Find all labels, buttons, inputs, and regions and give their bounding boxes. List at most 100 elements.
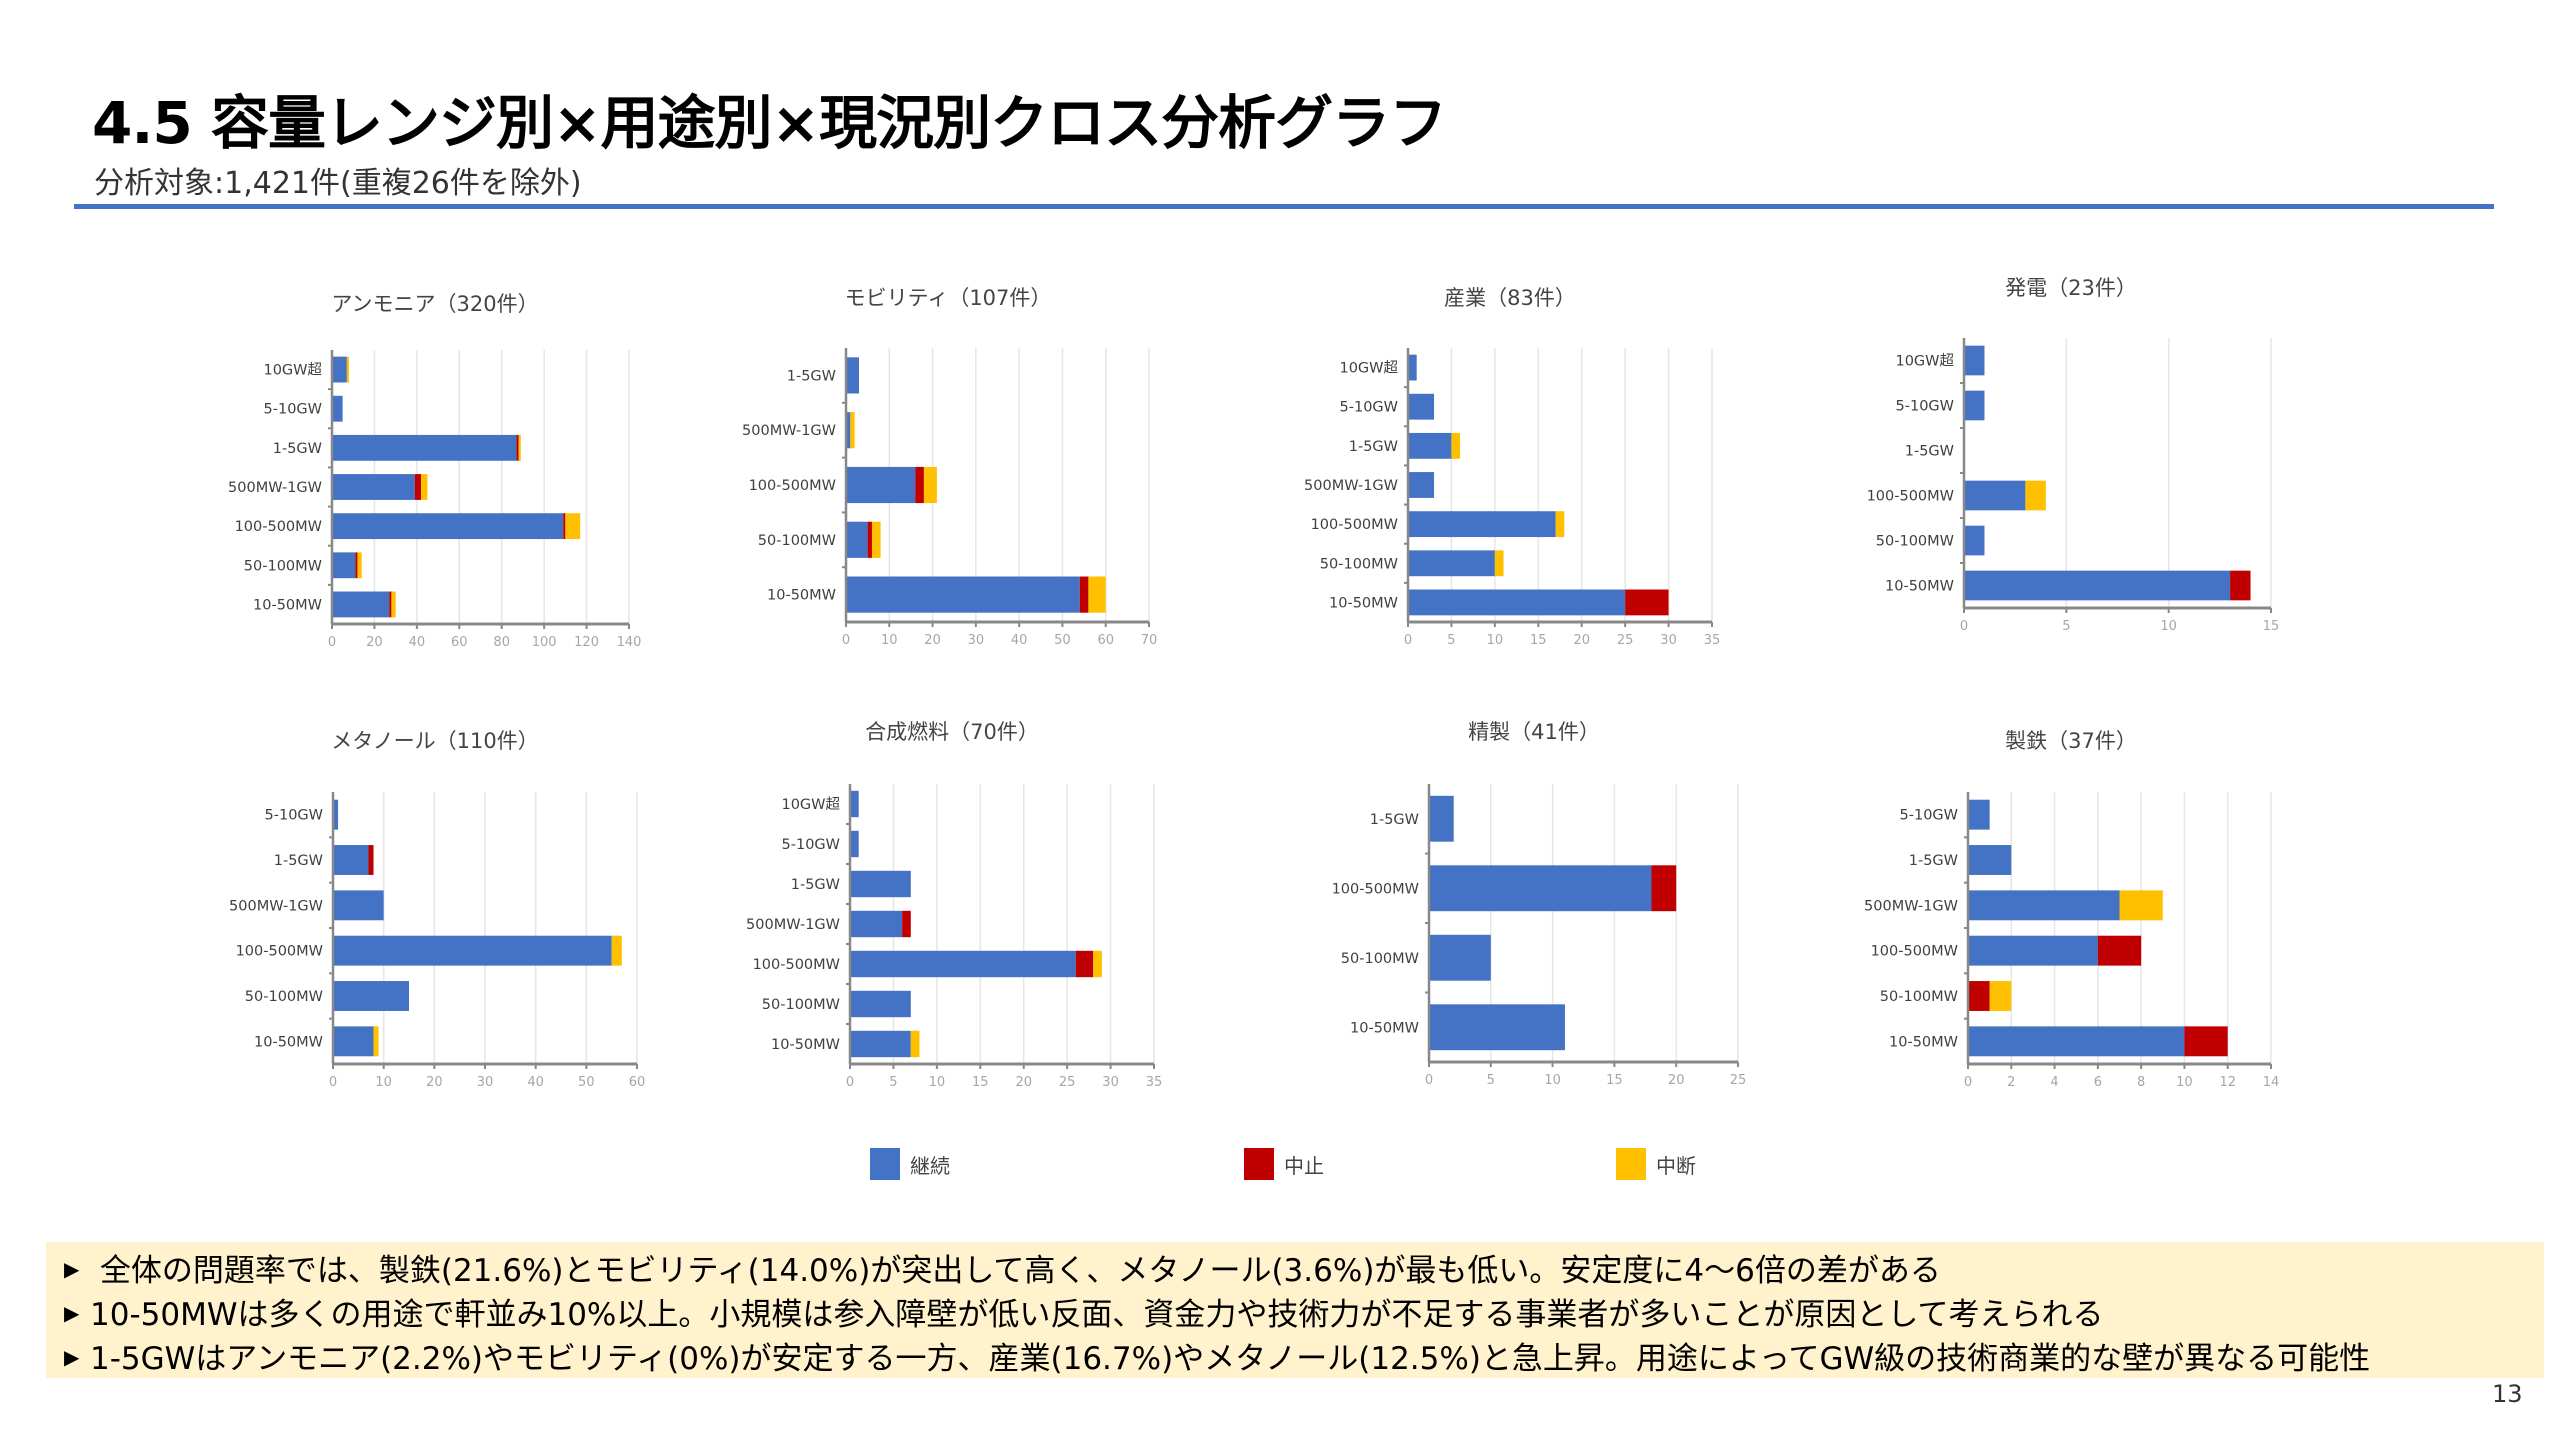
bar-continue-5-10gw [1968,799,1990,830]
chart-title: 合成燃料（70件） [865,720,1039,744]
bar-continue-10-50mw [333,1026,374,1057]
category-label: 10GW超 [263,362,322,379]
category-label: 1-5GW [274,853,323,869]
x-tick-label: 100 [532,635,557,650]
category-label: 500MW-1GW [229,898,323,914]
bar-cancelled-10-50mw [2184,1026,2228,1057]
category-label: 1-5GW [791,877,840,893]
x-tick-label: 20 [426,1075,443,1090]
bar-continue-10gw- [332,356,347,383]
bullet-triangle-icon: ▶ [64,1345,80,1369]
category-label: 100-500MW [1311,517,1398,533]
bar-cancelled-50-100mw [867,521,872,558]
finding-item: ▶ 全体の問題率では、製鉄(21.6%)とモビリティ(14.0%)が突出して高く… [64,1250,2544,1294]
bar-continue-1-5gw [332,434,517,461]
bar-suspended-10-50mw [1088,576,1106,613]
page-subtitle: 分析対象:1,421件(重複26件を除外) [94,166,582,201]
finding-text: 1-5GWはアンモニア(2.2%)やモビリティ(0%)が安定する一方、産業(16… [90,1341,2371,1377]
category-label: 10-50MW [254,1034,323,1050]
x-tick-label: 15 [2263,619,2280,634]
x-tick-label: 0 [329,1075,337,1090]
bar-suspended-100-500mw [2025,480,2046,511]
x-tick-label: 5 [889,1075,897,1090]
bar-continue-10-50mw [1964,570,2231,601]
bar-cancelled-50-100mw [355,552,358,579]
title-divider [74,204,2494,209]
chart-title: 製鉄（37件） [2005,729,2137,753]
category-label: 1-5GW [1349,439,1398,455]
bar-continue-500mw-1gw [333,890,384,921]
bar-continue-500mw-1gw [1968,890,2120,921]
bar-continue-100-500mw [1408,511,1556,538]
bar-cancelled-500mw-1gw [414,474,422,500]
x-tick-label: 40 [527,1075,544,1090]
chart-title: メタノール（110件） [331,729,539,753]
category-label: 10GW超 [1895,353,1954,370]
x-tick-label: 15 [972,1075,989,1090]
legend-label-continue: 継続 [910,1153,950,1178]
bar-suspended-10-50mw [910,1030,920,1058]
category-label: 500MW-1GW [742,423,836,439]
x-tick-label: 0 [1964,1075,1972,1090]
x-tick-label: 20 [366,635,383,650]
page-title: 4.5 容量レンジ別×用途別×現況別クロス分析グラフ [92,89,1447,157]
x-tick-label: 0 [1960,619,1968,634]
bar-continue-10gw- [1964,345,1985,376]
category-label: 10GW超 [1339,360,1398,377]
bar-cancelled-10-50mw [389,591,392,618]
x-tick-label: 20 [1015,1075,1032,1090]
category-label: 500MW-1GW [1304,478,1398,494]
bar-suspended-10-50mw [373,1026,379,1057]
bar-continue-500mw-1gw [1408,472,1435,498]
category-label: 10-50MW [1889,1034,1958,1050]
x-tick-label: 35 [1704,633,1721,648]
category-label: 50-100MW [1876,534,1954,550]
bar-continue-1-5gw [1429,795,1454,842]
category-label: 1-5GW [273,441,322,457]
bar-continue-10-50mw [846,576,1080,613]
bar-suspended-50-100mw [1989,981,2012,1011]
bar-continue-10-50mw [1408,589,1626,616]
bar-suspended-500mw-1gw [421,474,428,500]
category-label: 100-500MW [235,519,322,535]
bar-continue-100-500mw [1968,935,2098,966]
bar-continue-10-50mw [850,1030,911,1058]
x-tick-label: 30 [1660,633,1677,648]
bar-cancelled-10-50mw [1079,576,1089,613]
x-tick-label: 10 [1487,633,1504,648]
bar-continue-10-50mw [1968,1026,2185,1057]
x-tick-label: 0 [328,635,336,650]
bar-continue-50-100mw [1408,550,1495,577]
category-label: 100-500MW [1871,944,1958,960]
category-label: 50-100MW [758,533,836,549]
x-tick-label: 20 [924,633,941,648]
bar-continue-5-10gw [333,799,339,830]
bar-suspended-100-500mw [923,466,937,504]
bar-continue-5-10gw [1408,393,1435,420]
bar-suspended-1-5gw [1451,432,1461,459]
category-label: 10-50MW [771,1037,840,1053]
findings-box: ▶ 全体の問題率では、製鉄(21.6%)とモビリティ(14.0%)が突出して高く… [46,1242,2544,1378]
bar-continue-500mw-1gw [846,412,851,449]
bar-cancelled-100-500mw [1651,865,1677,912]
x-tick-label: 5 [2062,619,2070,634]
bar-continue-50-100mw [1429,934,1491,981]
category-label: 5-10GW [265,808,323,824]
x-tick-label: 15 [1606,1073,1623,1088]
x-tick-label: 35 [1146,1075,1163,1090]
legend-swatch-continue [870,1148,900,1180]
category-label: 10GW超 [781,796,840,813]
x-tick-label: 4 [2050,1075,2058,1090]
bar-continue-100-500mw [332,513,564,540]
x-tick-label: 12 [2219,1075,2236,1090]
category-label: 50-100MW [1341,951,1419,967]
bar-continue-10-50mw [332,591,390,618]
page-number: 13 [2492,1380,2523,1408]
x-tick-label: 14 [2263,1075,2280,1090]
bar-suspended-50-100mw [1494,550,1504,577]
bar-continue-1-5gw [333,845,369,875]
